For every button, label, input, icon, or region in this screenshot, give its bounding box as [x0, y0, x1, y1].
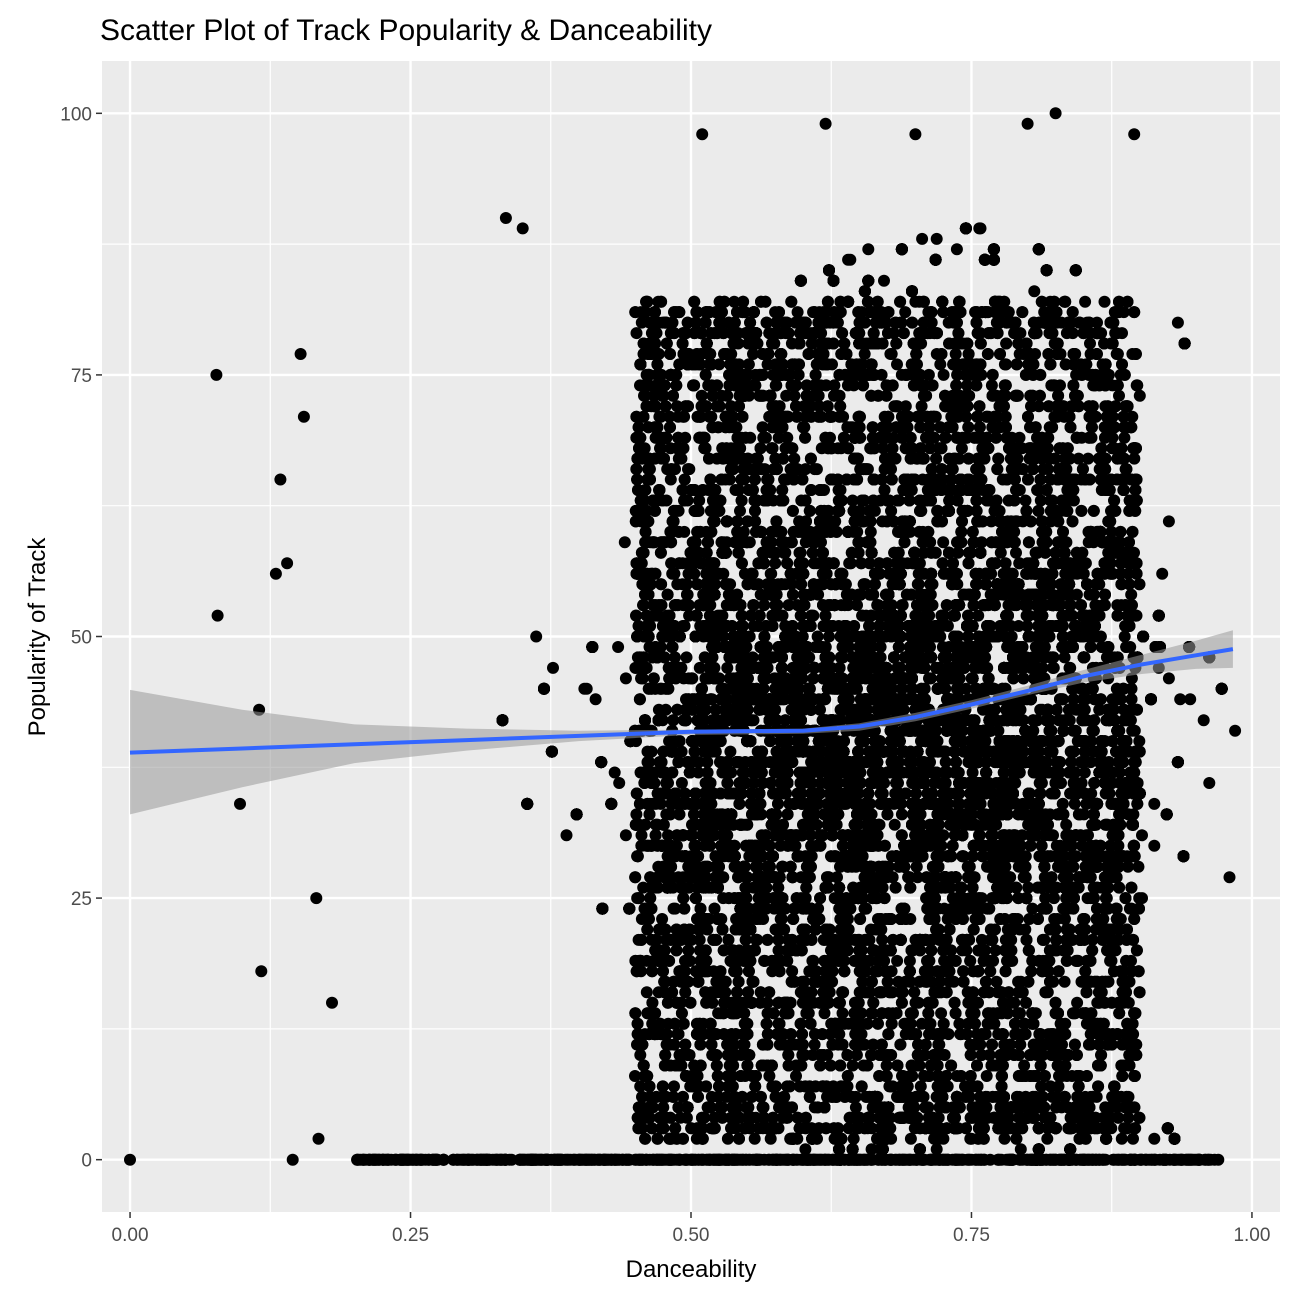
data-point: [764, 1132, 777, 1145]
data-point: [560, 829, 573, 842]
data-point: [312, 1132, 325, 1145]
data-point: [1021, 117, 1034, 130]
data-point: [696, 128, 709, 141]
data-point: [1148, 839, 1161, 852]
data-point: [680, 651, 693, 664]
data-point: [849, 1101, 862, 1114]
data-point: [1014, 1143, 1027, 1156]
data-point: [973, 222, 986, 235]
data-point: [874, 641, 887, 653]
data-point: [269, 567, 282, 580]
data-point: [1174, 693, 1187, 706]
data-point: [716, 609, 729, 622]
data-point: [211, 609, 224, 622]
data-point: [909, 128, 922, 141]
data-point: [1162, 672, 1175, 685]
data-point: [608, 766, 621, 779]
data-point: [255, 965, 268, 978]
data-point: [547, 661, 559, 674]
data-point: [664, 473, 677, 486]
data-point: [613, 777, 626, 789]
data-point: [836, 1007, 849, 1020]
data-point: [874, 787, 887, 800]
data-point: [1223, 871, 1236, 884]
data-point: [1171, 316, 1184, 329]
data-point: [844, 253, 857, 266]
data-point: [851, 599, 863, 612]
data-point: [297, 410, 310, 423]
data-point: [589, 693, 602, 706]
data-point: [950, 243, 963, 256]
data-point: [619, 672, 632, 685]
data-point: [807, 672, 820, 685]
data-point: [895, 808, 908, 821]
data-point: [326, 996, 338, 1009]
data-point: [966, 766, 979, 779]
data-point: [1128, 128, 1141, 141]
data-point: [819, 117, 832, 130]
data-point: [1058, 651, 1071, 664]
data-point: [612, 641, 625, 653]
data-point: [310, 892, 323, 905]
data-point: [928, 777, 941, 789]
data-point: [930, 1143, 943, 1156]
data-point: [782, 599, 795, 612]
data-point: [1028, 285, 1041, 298]
data-point: [294, 348, 307, 360]
data-point: [1148, 1132, 1161, 1145]
data-point: [286, 1153, 299, 1166]
data-point: [972, 609, 985, 622]
data-point: [930, 232, 943, 245]
data-point: [530, 630, 543, 643]
data-point: [962, 630, 975, 643]
data-point: [1203, 777, 1216, 789]
data-point: [1078, 766, 1091, 779]
data-point: [1156, 567, 1169, 580]
data-point: [618, 536, 631, 549]
data-point: [281, 557, 294, 570]
data-point: [814, 703, 826, 716]
data-point: [210, 368, 223, 381]
data-point: [1136, 829, 1148, 842]
data-point: [916, 232, 929, 245]
data-point: [516, 222, 529, 235]
data-point: [1148, 797, 1161, 810]
data-point: [619, 829, 632, 842]
data-point: [1162, 515, 1175, 528]
data-point: [1058, 975, 1071, 988]
data-point: [499, 212, 512, 224]
data-point: [939, 777, 952, 789]
data-point: [911, 871, 924, 884]
data-point: [747, 620, 760, 632]
data-point: [1184, 693, 1197, 706]
data-point: [1229, 724, 1242, 737]
data-point: [124, 1153, 136, 1166]
data-point: [1049, 107, 1062, 120]
data-point: [1197, 714, 1210, 727]
data-point: [904, 1132, 917, 1145]
data-point: [878, 274, 890, 287]
data-point: [234, 797, 246, 810]
data-point: [823, 630, 835, 643]
data-point: [580, 682, 593, 695]
chart-title: Scatter Plot of Track Popularity & Dance…: [100, 14, 712, 47]
data-point: [847, 1132, 860, 1145]
data-point: [799, 1143, 812, 1156]
data-point: [274, 473, 287, 486]
data-point: [939, 756, 952, 769]
data-point: [862, 243, 875, 256]
data-point: [865, 1143, 878, 1156]
